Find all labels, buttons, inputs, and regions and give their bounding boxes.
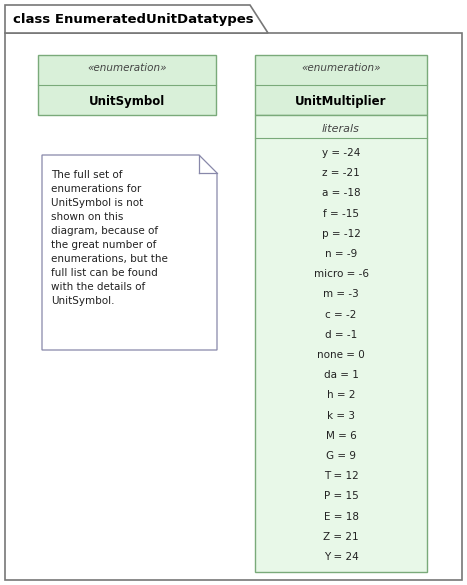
- Text: f = -15: f = -15: [323, 209, 359, 219]
- Text: d = -1: d = -1: [325, 330, 357, 340]
- Text: UnitMultiplier: UnitMultiplier: [295, 95, 387, 108]
- Text: none = 0: none = 0: [317, 350, 365, 360]
- Text: T = 12: T = 12: [324, 471, 358, 481]
- Text: n = -9: n = -9: [325, 249, 357, 259]
- Bar: [255, 55, 427, 115]
- Text: literals: literals: [322, 124, 360, 134]
- Text: z = -21: z = -21: [322, 168, 360, 178]
- Text: P = 15: P = 15: [324, 491, 358, 501]
- Text: class EnumeratedUnitDatatypes: class EnumeratedUnitDatatypes: [13, 12, 254, 26]
- Text: h = 2: h = 2: [327, 390, 355, 400]
- Text: da = 1: da = 1: [324, 370, 359, 380]
- Text: k = 3: k = 3: [327, 411, 355, 421]
- Text: Y = 24: Y = 24: [324, 552, 358, 562]
- Text: E = 18: E = 18: [324, 511, 359, 521]
- Text: m = -3: m = -3: [323, 290, 359, 300]
- Text: G = 9: G = 9: [326, 451, 356, 461]
- Text: c = -2: c = -2: [325, 309, 357, 319]
- Text: micro = -6: micro = -6: [313, 269, 368, 279]
- Text: «enumeration»: «enumeration»: [301, 63, 381, 73]
- Text: M = 6: M = 6: [325, 431, 356, 441]
- Bar: [38, 55, 216, 115]
- Text: a = -18: a = -18: [322, 188, 361, 198]
- Bar: [255, 115, 427, 572]
- Polygon shape: [42, 155, 217, 350]
- Text: UnitSymbol: UnitSymbol: [89, 95, 165, 108]
- Text: «enumeration»: «enumeration»: [87, 63, 167, 73]
- Text: Z = 21: Z = 21: [323, 532, 359, 542]
- Text: y = -24: y = -24: [322, 148, 360, 158]
- Polygon shape: [5, 5, 268, 33]
- Text: p = -12: p = -12: [322, 229, 361, 239]
- Text: The full set of
enumerations for
UnitSymbol is not
shown on this
diagram, becaus: The full set of enumerations for UnitSym…: [51, 170, 168, 306]
